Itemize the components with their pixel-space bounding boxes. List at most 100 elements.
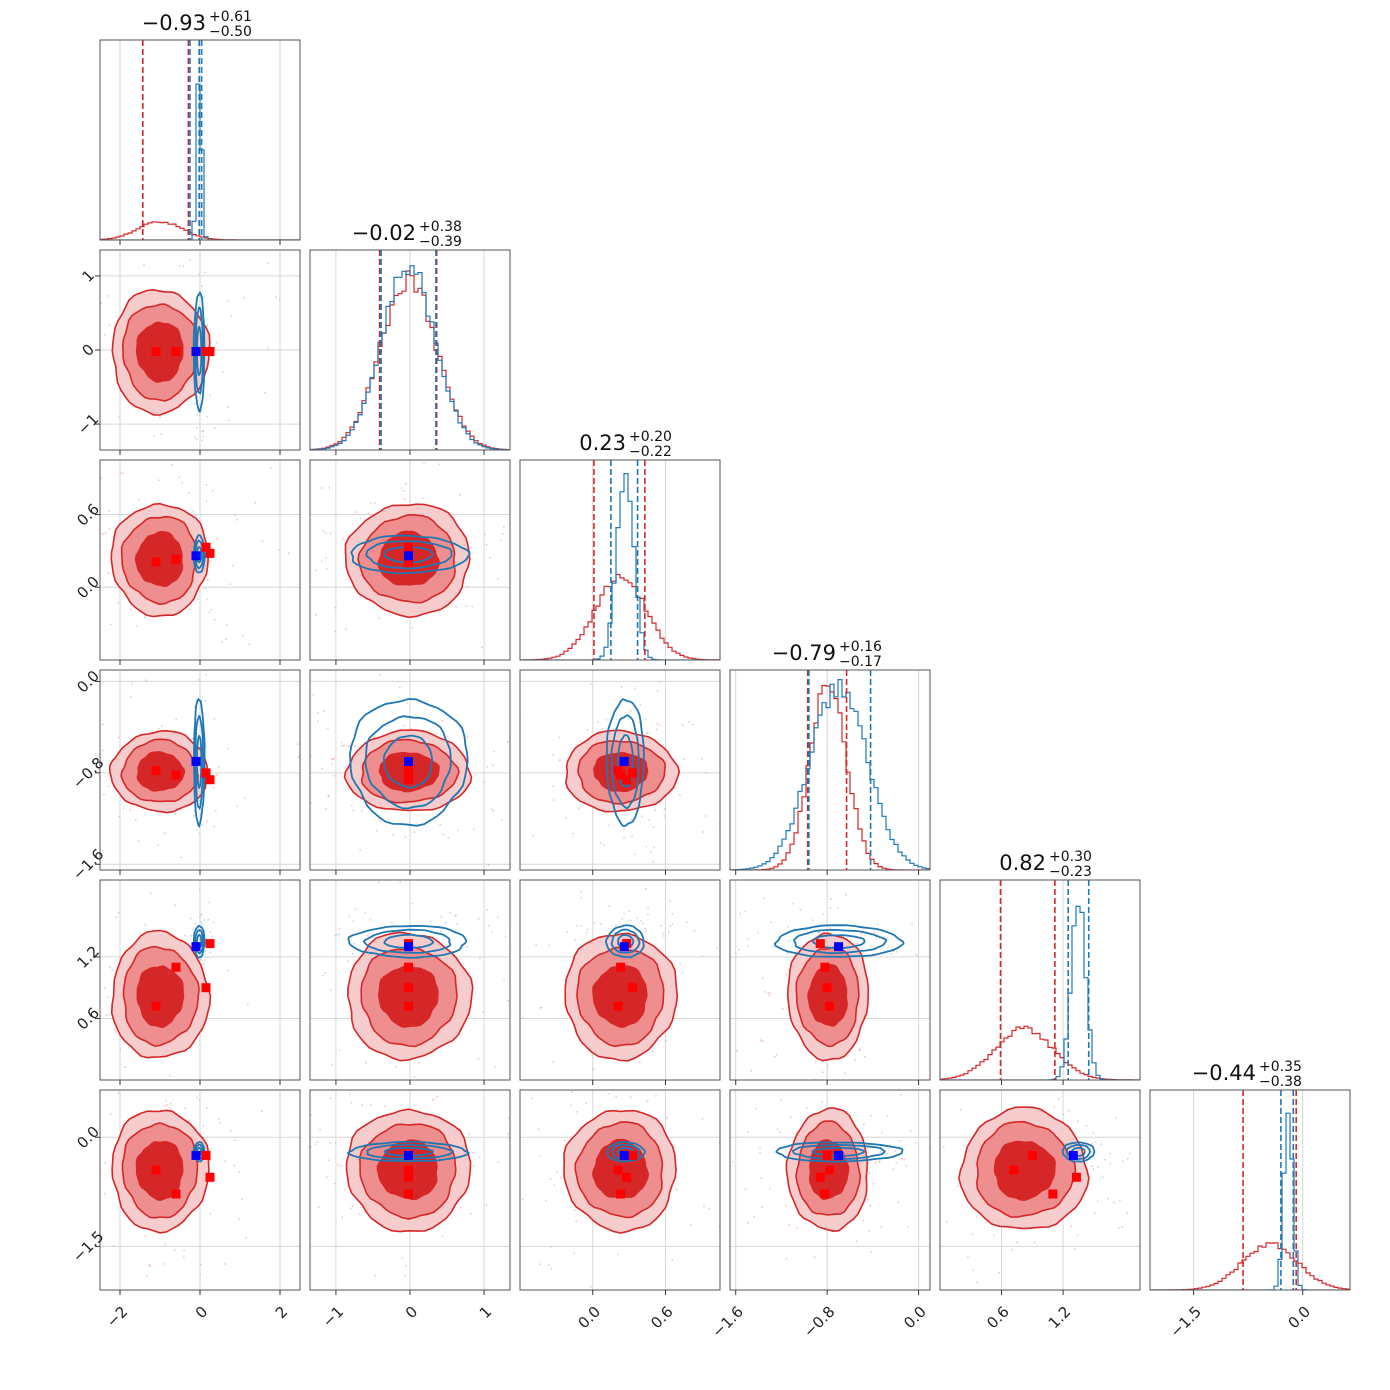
- blue-sample-point: [420, 655, 422, 657]
- red-sample-point: [455, 606, 457, 608]
- blue-sample-point: [585, 931, 588, 934]
- x-tick-label: 0.6: [983, 1303, 1013, 1333]
- red-sample-point: [61, 1037, 63, 1039]
- red-marker: [613, 1165, 623, 1175]
- panel-2-2: [519, 459, 721, 665]
- red-sample-point: [236, 805, 239, 808]
- red-sample-point: [639, 1061, 641, 1063]
- red-marker: [151, 766, 161, 776]
- red-sample-point: [750, 1069, 753, 1072]
- red-sample-point: [747, 1130, 749, 1133]
- blue-contour-outer: [349, 698, 469, 827]
- red-sample-point: [348, 745, 351, 748]
- red-sample-point: [169, 1102, 172, 1105]
- param-title-plus: +0.35: [1259, 1059, 1302, 1075]
- blue-sample-point: [905, 1164, 907, 1167]
- blue-sample-point: [190, 883, 192, 885]
- blue-sample-point: [301, 572, 303, 574]
- red-sample-point: [188, 491, 190, 494]
- red-sample-point: [188, 1119, 191, 1122]
- blue-marker: [191, 942, 201, 952]
- blue-sample-point: [576, 925, 578, 927]
- red-marker: [404, 768, 414, 778]
- red-sample-point: [769, 1187, 771, 1190]
- red-marker: [613, 766, 623, 776]
- blue-marker: [404, 756, 414, 766]
- param-title-minus: −0.38: [1259, 1074, 1302, 1090]
- red-sample-point: [778, 833, 780, 835]
- red-sample-point: [806, 1082, 808, 1084]
- blue-sample-point: [787, 940, 790, 942]
- red-sample-point: [701, 757, 703, 760]
- red-sample-point: [575, 1110, 578, 1113]
- red-sample-point: [821, 1071, 824, 1074]
- red-sample-point: [163, 1085, 165, 1087]
- blue-sample-point: [1109, 1163, 1111, 1165]
- red-sample-point: [726, 760, 728, 762]
- red-sample-point: [296, 743, 299, 745]
- red-sample-point: [91, 570, 93, 572]
- panel-3-1: [295, 572, 530, 875]
- red-sample-point: [124, 1066, 127, 1068]
- red-sample-point: [224, 1263, 226, 1265]
- red-sample-point: [435, 1096, 438, 1098]
- red-sample-point: [1206, 1193, 1208, 1195]
- red-sample-point: [218, 766, 220, 768]
- red-sample-point: [768, 989, 770, 991]
- red-sample-point: [171, 463, 173, 466]
- red-sample-point: [295, 731, 297, 733]
- red-marker: [205, 346, 215, 356]
- panel-frame: [519, 459, 721, 661]
- blue-sample-point: [503, 979, 506, 982]
- blue-sample-point: [322, 974, 325, 977]
- red-sample-point: [327, 727, 329, 730]
- red-sample-point: [330, 1064, 333, 1066]
- red-sample-point: [344, 1188, 346, 1191]
- red-sample-point: [499, 539, 502, 542]
- blue-sample-point: [194, 197, 196, 199]
- red-sample-point: [191, 450, 193, 452]
- red-sample-point: [886, 1114, 889, 1117]
- red-sample-point: [178, 476, 181, 479]
- red-sample-point: [485, 543, 488, 546]
- red-sample-point: [512, 828, 514, 830]
- blue-sample-point: [793, 927, 796, 930]
- red-sample-point: [217, 1118, 220, 1121]
- blue-sample-point: [202, 430, 205, 432]
- red-sample-point: [213, 1085, 215, 1087]
- red-sample-point: [569, 1084, 571, 1086]
- red-sample-point: [348, 1093, 351, 1096]
- red-sample-point: [613, 842, 615, 844]
- red-sample-point: [189, 258, 191, 261]
- blue-contour-mid: [365, 540, 453, 570]
- red-sample-point: [669, 899, 671, 902]
- red-marker: [820, 1189, 830, 1199]
- blue-sample-point: [190, 917, 192, 920]
- blue-sample-point: [623, 836, 625, 839]
- red-sample-point: [106, 295, 109, 297]
- red-sample-point: [108, 324, 111, 326]
- red-sample-point: [558, 736, 561, 739]
- blue-sample-point: [631, 835, 634, 838]
- blue-marker: [191, 756, 201, 766]
- red-sample-point: [334, 606, 337, 609]
- red-sample-point: [64, 258, 66, 260]
- red-sample-point: [528, 760, 530, 762]
- blue-sample-point: [204, 950, 207, 952]
- red-sample-point: [592, 1068, 594, 1071]
- red-marker: [628, 1150, 638, 1160]
- blue-sample-point: [645, 718, 648, 721]
- param-title-value: −0.44: [1192, 1061, 1256, 1085]
- red-contour-inner: [993, 1140, 1056, 1202]
- red-sample-point: [485, 1204, 488, 1207]
- red-sample-point: [843, 1072, 846, 1074]
- red-sample-point: [872, 1182, 875, 1185]
- red-sample-point: [776, 1087, 778, 1089]
- red-sample-point: [466, 585, 469, 588]
- blue-sample-point: [348, 915, 351, 918]
- blue-sample-point: [283, 1143, 285, 1145]
- blue-sample-point: [958, 1150, 960, 1152]
- red-sample-point: [580, 897, 582, 899]
- blue-sample-point: [329, 532, 332, 535]
- x-tick-label: 1: [476, 1303, 495, 1322]
